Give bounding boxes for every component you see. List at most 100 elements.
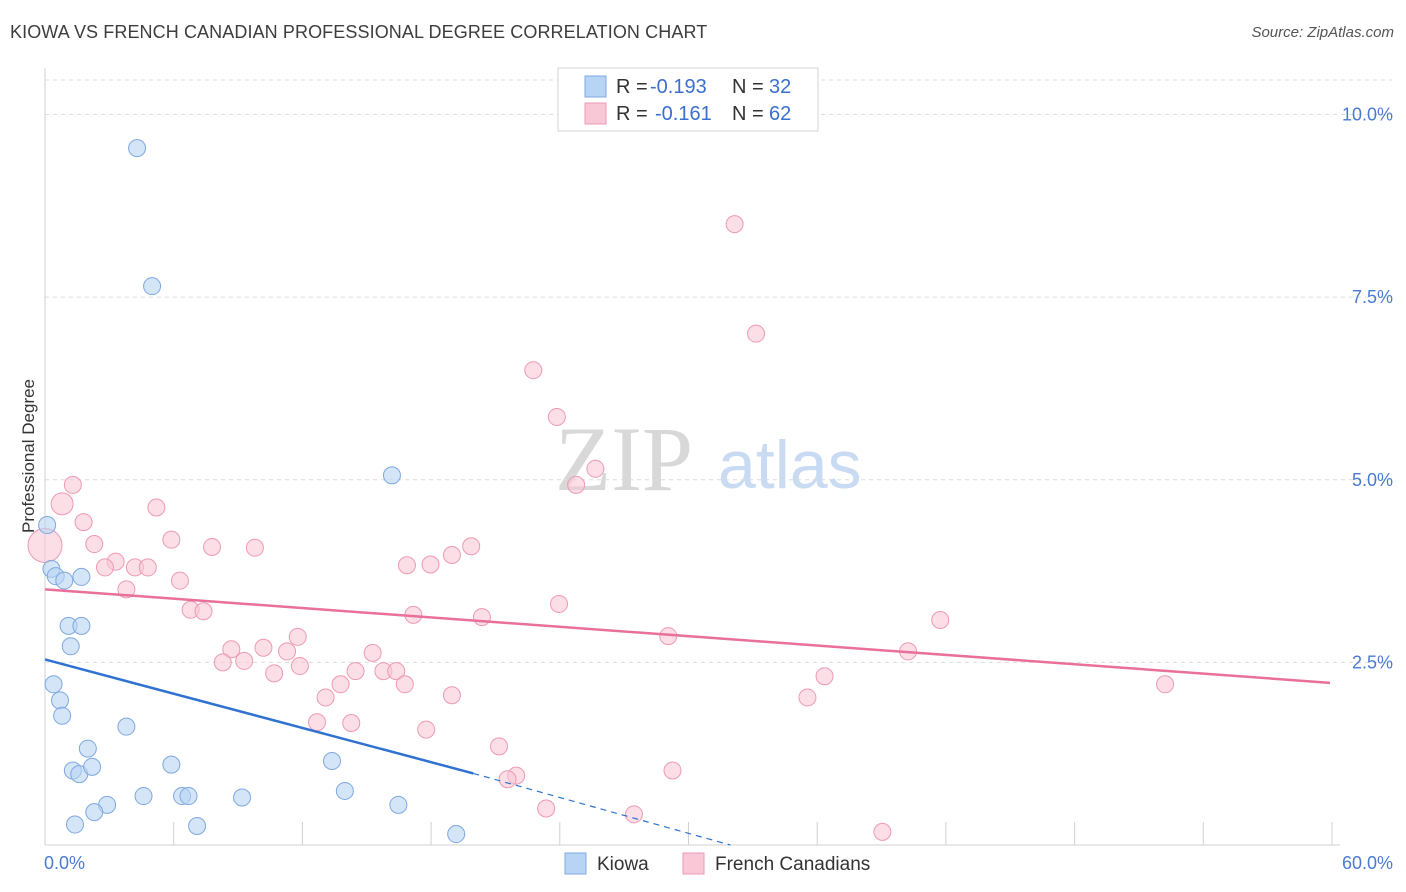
french-point-10: [162, 530, 181, 549]
french-point-15: [462, 537, 481, 556]
kiowa-point-8: [72, 616, 91, 635]
kiowa-point-10: [44, 675, 63, 694]
french-point-54: [417, 720, 436, 739]
trendline-kiowa: [44, 658, 474, 775]
french-point-44: [387, 662, 406, 681]
french-point-48: [1156, 675, 1175, 694]
legend-n-label-kiowa: N =: [732, 76, 764, 98]
legend-r-label-french: R =: [616, 103, 648, 125]
french-point-55: [490, 737, 509, 756]
y-axis-title: Professional Degree: [19, 379, 38, 533]
trendline-kiowa-extension: [473, 772, 731, 846]
french-point-38: [213, 653, 232, 672]
kiowa-point-29: [188, 817, 207, 836]
series-kiowa: [38, 139, 466, 844]
bottom-legend: Kiowa French Canadians: [564, 852, 870, 875]
french-point-3: [547, 407, 566, 426]
french-point-13: [245, 538, 264, 557]
french-point-60: [624, 805, 643, 824]
kiowa-point-5: [55, 571, 74, 590]
bottom-legend-swatch-kiowa: [564, 852, 587, 875]
french-point-18: [95, 558, 114, 577]
french-point-2: [524, 361, 543, 380]
kiowa-point-17: [83, 757, 102, 776]
french-point-56: [663, 761, 682, 780]
watermark-atlas: atlas: [718, 427, 862, 503]
french-point-4: [586, 459, 605, 478]
french-point-31: [288, 627, 307, 646]
legend-n-value-french: 62: [769, 103, 791, 125]
watermark: ZIP atlas: [555, 408, 862, 510]
chart-title: KIOWA VS FRENCH CANADIAN PROFESSIONAL DE…: [10, 22, 708, 42]
y-tick-label-1: 5.0%: [1352, 470, 1393, 490]
trendline-french-canadians: [44, 588, 1331, 685]
kiowa-point-13: [117, 717, 136, 736]
french-point-40: [265, 664, 284, 683]
french-point-7: [50, 492, 74, 516]
french-point-53: [342, 714, 361, 733]
french-point-1: [747, 324, 766, 343]
french-point-21: [421, 555, 440, 574]
french-point-30: [931, 611, 950, 630]
y-tick-label-2: 7.5%: [1352, 287, 1393, 307]
legend-box: R = -0.193 N = 32 R = -0.161 N = 62: [557, 67, 819, 132]
legend-swatch-french: [584, 102, 607, 125]
series-french-canadians: [27, 215, 1175, 841]
french-point-0: [725, 215, 744, 234]
french-point-23: [170, 571, 189, 590]
french-point-33: [222, 640, 241, 659]
french-point-42: [346, 662, 365, 681]
french-point-9: [74, 513, 93, 532]
x-tick-label-max: 60.0%: [1342, 853, 1393, 873]
french-point-29: [550, 594, 568, 613]
legend-swatch-kiowa: [584, 75, 607, 98]
legend-r-value-french: -0.161: [655, 103, 712, 125]
french-point-35: [278, 642, 297, 661]
french-point-50: [442, 686, 461, 705]
french-point-41: [290, 657, 309, 676]
french-point-51: [798, 688, 817, 707]
kiowa-point-9: [61, 637, 80, 656]
bottom-legend-label-kiowa: Kiowa: [597, 854, 649, 875]
french-point-16: [442, 546, 461, 565]
french-point-39: [235, 651, 254, 670]
legend-n-value-kiowa: 32: [769, 76, 791, 98]
x-tick-label-min: 0.0%: [44, 853, 85, 873]
bottom-legend-swatch-french: [682, 852, 705, 875]
legend-n-label-french: N =: [732, 103, 764, 125]
kiowa-point-28: [65, 815, 84, 834]
french-point-47: [395, 675, 414, 694]
y-tick-label-3: 10.0%: [1342, 105, 1393, 125]
kiowa-point-18: [162, 755, 181, 774]
french-point-58: [498, 770, 517, 789]
kiowa-point-19: [322, 751, 341, 770]
kiowa-point-27: [389, 795, 408, 814]
kiowa-point-31: [382, 466, 401, 485]
french-point-34: [254, 638, 273, 657]
french-point-22: [397, 556, 416, 575]
french-point-6: [63, 475, 82, 494]
kiowa-point-6: [72, 567, 91, 586]
chart-source: Source: ZipAtlas.com: [1251, 24, 1394, 41]
legend-r-label-kiowa: R =: [616, 76, 648, 98]
trendlines: [44, 588, 1331, 846]
kiowa-point-23: [179, 787, 198, 806]
french-point-36: [363, 643, 382, 662]
watermark-zip: ZIP: [555, 408, 693, 510]
french-point-61: [873, 822, 892, 841]
x-axis-ticks: [44, 822, 1333, 845]
kiowa-point-0: [128, 139, 147, 158]
french-point-26: [194, 602, 213, 621]
french-point-8: [147, 498, 166, 517]
kiowa-point-26: [85, 803, 104, 822]
y-tick-label-0: 2.5%: [1352, 652, 1393, 672]
gridlines: [45, 79, 1392, 663]
y-tick-labels: 2.5% 5.0% 7.5% 10.0%: [1342, 105, 1393, 673]
french-point-5: [567, 475, 586, 494]
french-point-11: [85, 535, 104, 554]
french-point-12: [203, 537, 222, 556]
kiowa-point-11: [50, 691, 69, 710]
french-point-46: [331, 675, 350, 694]
french-point-49: [316, 688, 335, 707]
